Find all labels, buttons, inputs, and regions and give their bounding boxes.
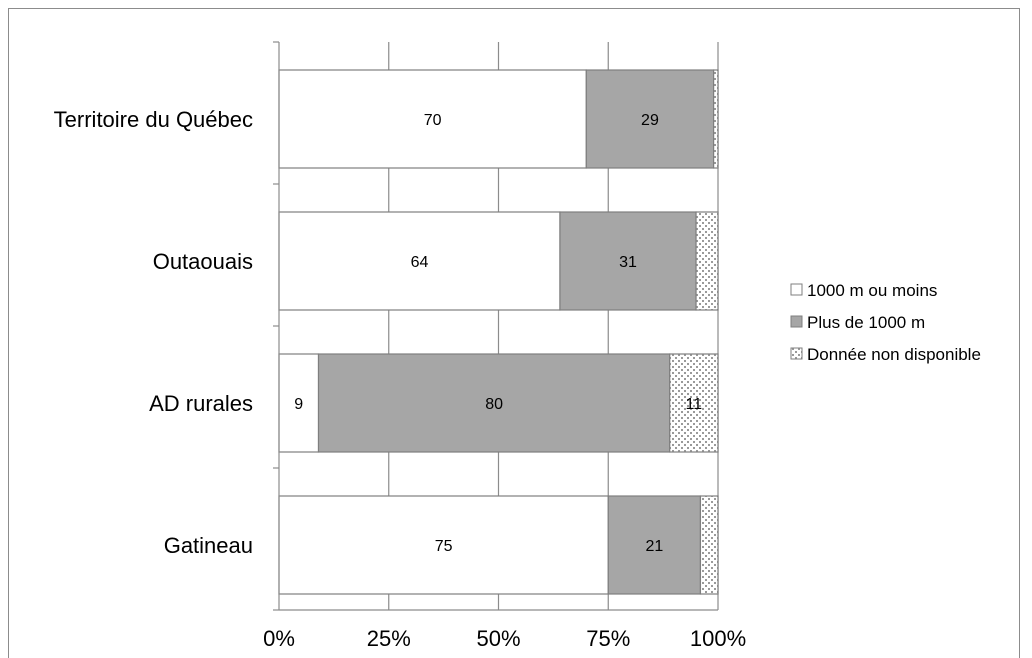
category-labels: Territoire du Québec Outaouais AD rurales G…: [54, 107, 253, 558]
data-label: 64: [411, 254, 429, 271]
data-label: 75: [435, 538, 453, 555]
x-tick-label: 75%: [586, 626, 630, 650]
data-label: 11: [686, 396, 703, 413]
x-tick-label: 50%: [476, 626, 520, 650]
category-label: Gatineau: [164, 533, 253, 558]
bar-segment: [278, 495, 609, 595]
bar-segment: [669, 353, 719, 453]
bars: 70 29 64 31 9 80 11 75 21: [278, 69, 719, 595]
data-label: 80: [485, 396, 503, 413]
legend: 1000 m ou moins Plus de 1000 m Donnée non …: [790, 281, 981, 364]
legend-label: Donnée non disponible: [807, 345, 981, 364]
x-tick-label: 25%: [367, 626, 411, 650]
bar-segment: [585, 69, 715, 169]
bar-segment: [317, 353, 671, 453]
bar-segment: [559, 211, 697, 311]
legend-label: 1000 m ou moins: [807, 281, 937, 300]
data-label: 70: [424, 112, 442, 129]
data-label: 29: [641, 112, 659, 129]
bar-segment: [699, 495, 719, 595]
x-tick-label: 100%: [690, 626, 746, 650]
legend-swatch: [790, 315, 803, 328]
bar-segment: [278, 69, 587, 169]
data-label: 9: [294, 396, 303, 413]
x-tick-label: 0%: [263, 626, 295, 650]
category-label: Outaouais: [153, 249, 253, 274]
category-label: Territoire du Québec: [54, 107, 253, 132]
legend-swatch: [790, 283, 803, 296]
bar-segment: [607, 495, 702, 595]
bar-segment: [695, 211, 719, 311]
bar-segment: [713, 69, 719, 169]
legend-label: Plus de 1000 m: [807, 313, 925, 332]
data-label: 31: [619, 254, 637, 271]
chart-frame: [8, 8, 1020, 658]
x-tick-labels: 0% 25% 50% 75% 100%: [263, 626, 746, 650]
axes: [273, 41, 718, 611]
bar-segment: [278, 353, 320, 453]
legend-swatch: [790, 347, 803, 360]
category-label: AD rurales: [149, 391, 253, 416]
data-label: 21: [645, 538, 663, 555]
